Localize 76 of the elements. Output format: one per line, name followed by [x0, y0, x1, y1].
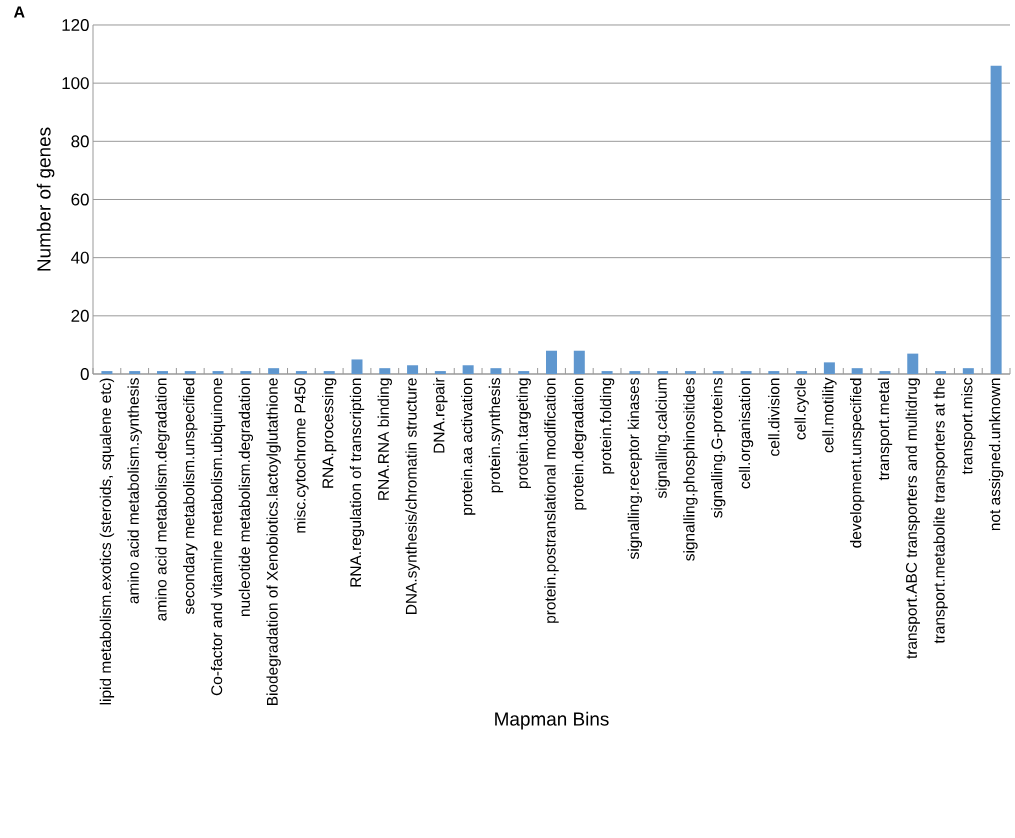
bar: [601, 371, 613, 374]
bar: [962, 368, 974, 374]
x-tick-label: not assigned.unknown: [988, 378, 1004, 531]
bar: [268, 368, 280, 374]
x-tick-label: protein.postranslational modification: [544, 378, 559, 623]
x-tick-label: development.unspecified: [849, 378, 865, 548]
bar: [323, 371, 335, 374]
x-tick-label: transport.metal: [877, 378, 893, 481]
x-tick-label: RNA.processing: [322, 378, 337, 488]
bar: [796, 371, 808, 374]
bar: [407, 365, 419, 374]
bar: [184, 371, 196, 374]
bar: [379, 368, 391, 374]
x-tick-label: signalling.G-proteins: [711, 378, 726, 518]
x-tick-label: protein.degradation: [572, 378, 587, 510]
bar: [101, 371, 113, 374]
bar: [990, 65, 1002, 374]
y-tick-label: 120: [62, 18, 89, 31]
y-tick-label: 20: [71, 309, 89, 322]
x-tick-label: protein.synthesis: [488, 378, 504, 493]
x-tick-label: protein.aa activation: [460, 378, 476, 515]
bar: [351, 359, 363, 374]
bar: [156, 371, 168, 374]
bar: [490, 368, 502, 374]
bar: [240, 371, 252, 374]
bar: [851, 368, 863, 374]
x-tick-label: signalling.phosphinositides: [683, 378, 698, 561]
y-tick-label: 80: [71, 135, 89, 148]
y-tick-label: 100: [62, 77, 89, 90]
y-tick-label: 60: [71, 193, 89, 206]
bar: [129, 371, 141, 374]
bar: [546, 350, 558, 374]
x-tick-label: lipid metabolism.exotics (steroids, squalene etc): [99, 378, 115, 705]
bar: [935, 371, 947, 374]
x-tick-label: protein.targeting: [516, 378, 531, 489]
bar: [462, 365, 474, 374]
x-axis-title: Mapman Bins: [495, 711, 609, 730]
bar: [823, 362, 835, 374]
x-tick-label: cell.organisation: [738, 378, 754, 489]
x-tick-label: signalling.calcium: [655, 378, 670, 499]
x-tick-label: signalling.receptor kinases: [627, 378, 643, 560]
x-tick-label: RNA.regulation of transcription: [349, 378, 365, 587]
bar: [712, 371, 724, 374]
bar: [629, 371, 641, 374]
bar: [907, 353, 919, 374]
x-tick-label: Biodegradation of Xenobiotics.lactoylglutathione: [266, 378, 281, 706]
x-tick-label: cell.division: [768, 378, 780, 456]
bar: [295, 371, 307, 374]
x-tick-label: cell.cycle: [794, 378, 809, 440]
bar: [573, 350, 585, 374]
x-tick-label: RNA.RNA binding: [377, 378, 392, 500]
y-tick-label: 40: [71, 251, 89, 264]
x-tick-label: transport.misc: [961, 377, 976, 475]
bar: [879, 371, 891, 374]
bar: [212, 371, 224, 374]
x-tick-label: nucleotide metabolism.degradation: [238, 378, 254, 616]
bar: [684, 371, 696, 374]
bar: [768, 371, 780, 374]
bar: [518, 371, 530, 374]
bar: [434, 371, 446, 374]
y-tick-label: 0: [80, 367, 89, 380]
x-tick-label: protein.folding: [599, 378, 615, 474]
x-tick-label: transport.metabolite transporters at the: [933, 378, 948, 644]
y-axis-title: Number of genes: [36, 127, 55, 271]
x-tick-label: secondary metabolism.unspecified: [183, 378, 198, 614]
x-tick-label: amino acid metabolism.degradation: [155, 378, 170, 621]
x-tick-label: DNA.synthesis/chromatin structure: [405, 378, 420, 614]
x-tick-label: amino acid metabolism.synthesis: [127, 378, 142, 604]
bar: [657, 371, 669, 374]
x-tick-label: DNA.repair: [433, 377, 448, 453]
x-tick-label: cell.motility: [822, 377, 837, 453]
chart-title: A: [13, 6, 25, 18]
bar: [740, 371, 752, 374]
x-tick-label: misc.cytochrome P450: [294, 378, 309, 533]
x-tick-label: Co-factor and vitamine metabolism.ubiquinone: [210, 378, 226, 696]
x-tick-label: transport.ABC transporters and multidrug: [905, 378, 920, 659]
